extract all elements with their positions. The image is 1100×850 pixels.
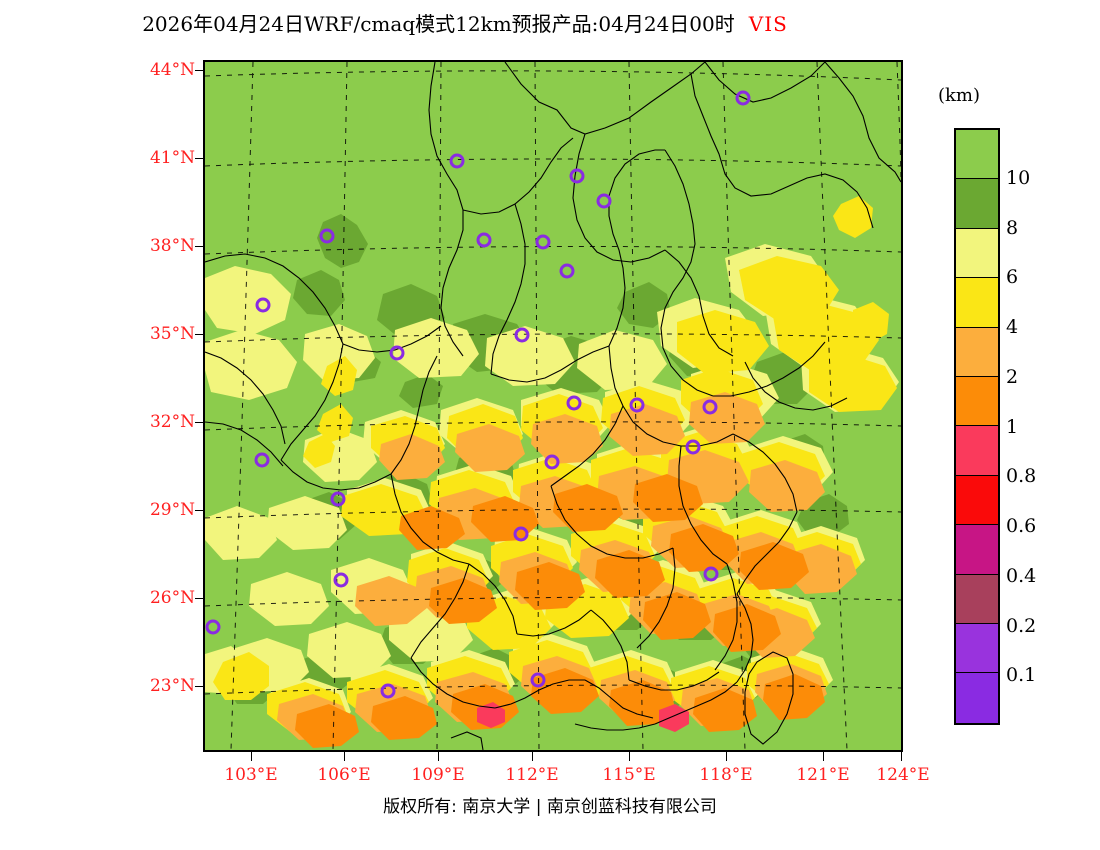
x-axis-label: 103°E [224,765,278,785]
title-variable: VIS [748,12,788,36]
y-axis-tick [195,598,204,599]
x-axis-tick [532,752,533,761]
colorbar-unit-label: (km) [938,85,981,106]
colorbar-tick-label: 6 [1006,266,1019,289]
colorbar-band [956,377,998,427]
vis-band-sub1 [477,702,689,732]
x-axis-tick [438,752,439,761]
station-marker [389,345,405,361]
colorbar-band [956,179,998,229]
page-title: 2026年04月24日WRF/cmaq模式12km预报产品:04月24日00时 V… [0,8,930,37]
y-axis-tick [195,70,204,71]
colorbar-band [956,130,998,180]
x-axis-tick [251,752,252,761]
colorbar-band [956,426,998,476]
x-axis-tick [901,752,902,761]
station-marker [333,572,349,588]
x-axis-label: 109°E [411,765,465,785]
colorbar-band [956,574,998,625]
colorbar-tick-label: 0.4 [1006,564,1037,587]
station-markers [205,90,751,699]
y-axis-label: 38°N [149,236,195,257]
colorbar-tick-label: 0.8 [1006,465,1037,488]
x-axis-label: 115°E [602,765,656,785]
station-marker [254,452,270,468]
colorbar-tick-label: 1 [1006,415,1019,438]
y-axis-tick [195,334,204,335]
colorbar-band [956,673,998,723]
x-axis-tick [726,752,727,761]
colorbar-band [956,228,998,279]
x-axis-label: 121°E [796,765,850,785]
colorbar-tick-label: 2 [1006,365,1019,388]
x-axis-label: 124°E [876,765,930,785]
y-axis-tick [195,246,204,247]
colorbar-band [956,278,998,328]
administrative-boundaries [205,62,901,750]
x-axis: 103°E 106°E 109°E 112°E 115°E 118°E 121°… [203,757,929,787]
y-axis-tick [195,422,204,423]
graticule [205,62,901,750]
colorbar[interactable] [954,128,1000,725]
y-axis-label: 35°N [149,324,195,345]
colorbar-tick-label: 10 [1006,166,1031,189]
colorbar-tick-label: 0.2 [1006,614,1037,637]
x-axis-tick [823,752,824,761]
station-marker [544,454,560,470]
station-marker [569,168,585,184]
station-marker [476,232,492,248]
y-axis-label: 29°N [149,499,195,520]
y-axis-tick [195,686,204,687]
x-axis-label: 118°E [699,765,753,785]
x-axis-label: 112°E [505,765,559,785]
station-marker [530,672,546,688]
colorbar-band [956,475,998,526]
colorbar-tick-label: 4 [1006,316,1019,338]
colorbar-tick-label: 8 [1006,216,1019,239]
station-marker [629,397,645,413]
station-marker [514,327,530,343]
station-marker [513,526,529,542]
map-canvas [205,62,901,750]
x-axis-label: 106°E [317,765,371,785]
colorbar-band [956,525,998,575]
station-marker [330,491,346,507]
station-marker [559,263,575,279]
station-marker [702,399,718,415]
y-axis-label: 23°N [149,675,195,696]
y-axis: 44°N 41°N 38°N 35°N 32°N 29°N 26°N 23°N [119,60,195,752]
y-axis-label: 26°N [149,587,195,608]
title-text: 2026年04月24日WRF/cmaq模式12km预报产品:04月24日00时 [142,12,735,36]
station-marker [319,228,335,244]
station-marker [685,439,701,455]
x-axis-tick [344,752,345,761]
map-plot[interactable] [203,60,903,752]
station-marker [566,395,582,411]
colorbar-band [956,624,998,674]
y-axis-tick [195,158,204,159]
x-axis-tick [629,752,630,761]
colorbar-tick-label: 0.1 [1006,664,1037,687]
y-axis-label: 41°N [149,148,195,169]
y-axis-label: 32°N [149,411,195,432]
copyright-footer: 版权所有: 南京大学 | 南京创蓝科技有限公司 [383,797,717,817]
station-marker [205,619,221,635]
station-marker [255,297,271,313]
station-marker [703,566,719,582]
station-marker [449,153,465,169]
station-marker [535,234,551,250]
y-axis-label: 44°N [149,60,195,81]
y-axis-tick [195,510,204,511]
station-marker [735,90,751,106]
station-marker [596,193,612,209]
colorbar-tick-label: 0.6 [1006,515,1037,537]
station-marker [380,683,396,699]
colorbar-band [956,327,998,378]
